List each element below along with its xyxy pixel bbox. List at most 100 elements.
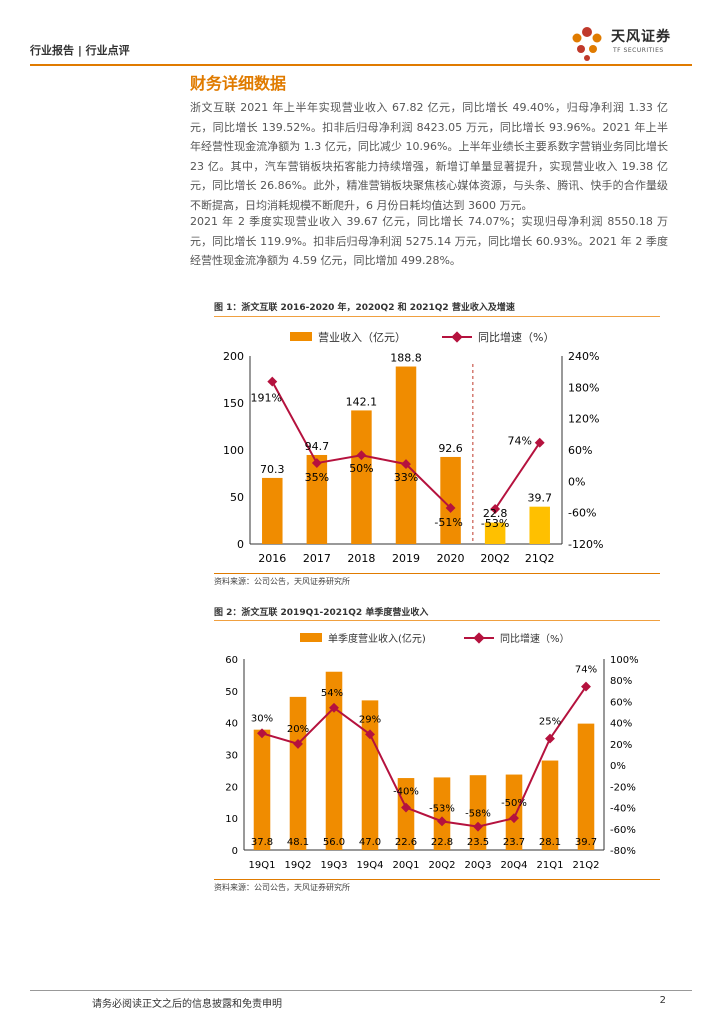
bar-value-label: 37.8: [251, 837, 273, 848]
y2-tick-label: 60%: [568, 444, 592, 457]
company-logo: 天风证券 TF SECURITIES: [565, 22, 705, 62]
bar: [306, 454, 328, 544]
growth-marker: [257, 728, 267, 739]
logo-flower-icon: [572, 27, 602, 61]
y-tick-label: 0: [237, 538, 244, 551]
x-tick-label: 20Q2: [480, 552, 510, 565]
bar: [440, 456, 461, 544]
figure-2-source: 资料来源：公司公告，天风证券研究所: [214, 883, 350, 892]
growth-value-label: -51%: [434, 516, 462, 529]
y-tick-label: 0: [232, 846, 238, 857]
y-tick-label: 200: [223, 350, 244, 363]
growth-line: [261, 686, 587, 828]
logo-text-en: TF SECURITIES: [613, 47, 664, 54]
y-tick-label: 20: [225, 782, 238, 793]
bar: [529, 506, 550, 544]
figure-2-bottom-rule: [214, 879, 660, 880]
bar-value-label: 48.1: [287, 837, 309, 848]
growth-marker: [445, 503, 456, 513]
legend-bar-label: 营业收入（亿元）: [318, 330, 406, 344]
y2-tick-label: 80%: [610, 676, 632, 687]
growth-value-label: 74%: [507, 435, 531, 448]
legend-line-marker: [473, 632, 485, 644]
bar-value-label: 70.3: [260, 463, 285, 476]
y2-tick-label: 0%: [610, 761, 626, 772]
paragraph-h1: 浙文互联 2021 年上半年实现营业收入 67.82 亿元，同比增长 49.40…: [190, 101, 668, 212]
x-tick-label: 2017: [303, 552, 331, 565]
legend-bar-swatch: [300, 633, 322, 642]
growth-value-label: 29%: [359, 714, 381, 725]
growth-marker: [356, 450, 367, 461]
x-tick-label: 20Q1: [393, 860, 420, 871]
header-divider: [30, 64, 692, 66]
growth-value-label: 54%: [321, 688, 343, 699]
x-tick-label: 20Q2: [429, 860, 456, 871]
bar-value-label: 39.7: [575, 837, 597, 848]
report-type-label: 行业报告 | 行业点评: [30, 44, 130, 57]
y2-tick-label: -60%: [568, 507, 596, 520]
growth-value-label: 20%: [287, 724, 309, 735]
legend-line-label: 同比增速（%）: [500, 632, 570, 645]
y2-tick-label: -60%: [610, 825, 636, 836]
growth-value-label: 30%: [251, 713, 273, 724]
bar: [484, 522, 506, 544]
x-tick-label: 21Q1: [537, 860, 564, 871]
y2-tick-label: 180%: [568, 381, 599, 394]
y-tick-label: 50: [230, 491, 244, 504]
bar: [505, 774, 523, 850]
x-tick-label: 2019: [392, 552, 420, 565]
chart-quarterly-revenue: 单季度营业收入(亿元) 同比增速（%） 0 10 20 30 40 50 60 -80% -60% -…: [225, 632, 639, 871]
legend-line-label: 同比增速（%）: [478, 330, 554, 344]
y-tick-label: 150: [223, 397, 244, 410]
y-tick-label: 30: [225, 751, 238, 762]
growth-marker: [267, 376, 278, 387]
figure-1-source: 资料来源：公司公告，天风证券研究所: [214, 577, 350, 586]
y2-tick-label: 240%: [568, 350, 599, 363]
growth-value-label: -53%: [481, 517, 509, 530]
bar-value-label: 188.8: [390, 352, 422, 365]
figure-2-title: 图 2：浙文互联 2019Q1-2021Q2 单季度营业收入: [214, 608, 429, 618]
y2-tick-label: 100%: [610, 655, 639, 666]
paragraph-q2: 2021 年 2 季度实现营业收入 39.67 亿元，同比增长 74.07%；实…: [190, 215, 668, 267]
bar: [253, 729, 271, 850]
growth-marker: [545, 733, 555, 744]
figure-1-top-rule: [214, 316, 660, 317]
y2-tick-label: 60%: [610, 697, 632, 708]
bar: [325, 671, 343, 850]
y-tick-label: 50: [225, 687, 238, 698]
y2-tick-label: 120%: [568, 413, 599, 426]
growth-value-label: 35%: [305, 471, 329, 484]
bar: [577, 723, 595, 850]
x-tick-label: 21Q2: [525, 552, 555, 565]
bar-value-label: 39.7: [527, 492, 552, 505]
bar: [262, 477, 283, 544]
bar-value-label: 22.8: [431, 837, 453, 848]
bar: [289, 696, 307, 850]
bar-value-label: 94.7: [305, 440, 330, 453]
bar-value-label: 47.0: [359, 837, 381, 848]
bar-value-label: 23.5: [467, 837, 489, 848]
bar: [351, 410, 372, 544]
bar-value-label: 22.6: [395, 837, 417, 848]
x-tick-label: 19Q1: [249, 860, 276, 871]
bar-value-label: 56.0: [323, 837, 345, 848]
bar-value-label: 22.8: [483, 507, 508, 520]
x-tick-label: 2020: [437, 552, 465, 565]
bar-value-label: 23.7: [503, 837, 525, 848]
footer-divider: [30, 990, 692, 991]
legend-bar-label: 单季度营业收入(亿元): [328, 632, 426, 645]
growth-value-label: 33%: [394, 471, 418, 484]
y-tick-label: 10: [225, 814, 238, 825]
y-tick-label: 100: [223, 444, 244, 457]
bar-value-label: 92.6: [438, 442, 463, 455]
bar: [395, 366, 417, 544]
legend-bar-swatch: [290, 332, 312, 341]
figure-2-top-rule: [214, 620, 660, 621]
bar: [397, 778, 415, 850]
growth-line: [494, 442, 541, 510]
y2-tick-label: -40%: [610, 804, 636, 815]
growth-marker: [581, 681, 591, 692]
growth-value-label: 25%: [539, 717, 561, 728]
x-tick-label: 21Q2: [573, 860, 600, 871]
y2-tick-label: -80%: [610, 846, 636, 857]
